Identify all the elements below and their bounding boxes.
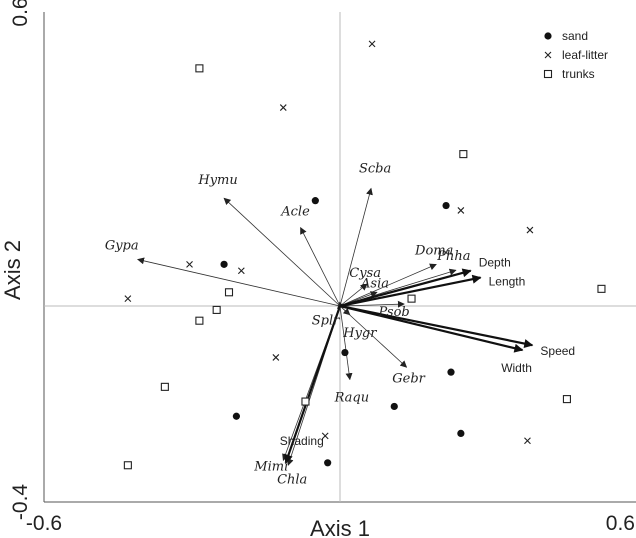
vector-label-hymu: Hymu <box>197 173 237 188</box>
vector-label-psob: Psob <box>378 305 410 320</box>
vector-cysa <box>339 283 368 307</box>
sand-point <box>341 348 349 357</box>
vector-label-length: Length <box>489 275 526 289</box>
leaf-litter-point <box>279 104 287 111</box>
trunks-point <box>407 294 416 303</box>
vector-label-acle: Acle <box>280 205 310 220</box>
leaf-litter-point <box>526 226 534 234</box>
vectors-layer <box>137 187 534 466</box>
vector-label-cysa: Cysa <box>349 266 381 281</box>
vector-speed <box>339 304 534 348</box>
trunks-point <box>597 284 606 293</box>
trunks-point <box>160 382 169 391</box>
legend-marker-leaf-litter <box>544 51 552 59</box>
vector-label-speed: Speed <box>540 344 575 358</box>
vector-label-raqu: Raqu <box>334 391 370 406</box>
vector-label-gebr: Gebr <box>392 371 425 386</box>
vector-shading <box>284 305 342 464</box>
vector-label-scba: Scba <box>359 161 391 176</box>
vector-gypa <box>137 257 341 307</box>
vector-gebr <box>339 305 408 368</box>
vector-psob <box>339 300 405 308</box>
legend-label-trunks: trunks <box>562 67 595 81</box>
vector-label-chla: Chla <box>277 472 307 487</box>
legend-label-leaf-litter: leaf-litter <box>562 48 608 62</box>
sand-point <box>457 429 465 437</box>
vector-label-depth: Depth <box>479 256 511 270</box>
trunks-point <box>212 305 221 314</box>
legend: sand leaf-litter trunks <box>543 29 608 81</box>
legend-marker-sand <box>544 32 552 40</box>
vector-label-width: Width <box>501 361 532 375</box>
legend-marker-trunks <box>543 69 553 79</box>
trunks-point <box>562 395 571 404</box>
leaf-litter-point <box>124 295 132 303</box>
leaf-litter-point <box>186 260 193 268</box>
x-tick-label: -0.6 <box>26 512 62 535</box>
trunks-point <box>195 64 204 73</box>
vector-label-phha: Phha <box>436 249 470 264</box>
vector-label-mimi: Mimi <box>253 459 288 474</box>
trunks-point <box>301 397 310 406</box>
vector-label-splr: Splr <box>312 313 340 328</box>
sand-point <box>311 197 319 205</box>
vector-hymu <box>223 197 341 307</box>
trunks-point <box>195 316 204 325</box>
sand-point <box>220 260 228 268</box>
leaf-litter-point <box>524 437 531 445</box>
vector-acle <box>300 226 341 307</box>
leaf-litter-point <box>368 40 376 48</box>
trunks-point <box>459 150 468 159</box>
leaf-litter-point <box>457 207 465 214</box>
y-tick-label: 0.6 <box>9 0 32 27</box>
leaf-litter-point <box>272 354 280 361</box>
leaf-litter-point <box>237 267 245 275</box>
vector-length <box>339 274 482 308</box>
x-tick-label: 0.6 <box>606 512 635 535</box>
legend-label-sand: sand <box>562 29 588 43</box>
x-axis-title: Axis 1 <box>310 516 370 538</box>
sand-point <box>442 201 450 210</box>
vector-label-doma: Doma <box>414 243 453 258</box>
vector-label-hygr: Hygr <box>342 326 377 341</box>
vector-label-asia: Asia <box>360 276 389 291</box>
vector-raqu <box>339 305 353 381</box>
sand-point <box>232 412 240 420</box>
y-axis-title: Axis 2 <box>0 240 25 300</box>
vector-doma <box>339 263 437 307</box>
sand-point <box>447 368 455 376</box>
vector-width <box>339 304 524 353</box>
vector-label-shading: Shading <box>280 434 324 448</box>
vector-scba <box>339 187 373 307</box>
points-layer <box>123 40 606 470</box>
sand-point <box>324 459 332 467</box>
y-tick-label: -0.4 <box>9 484 32 521</box>
vector-depth <box>339 268 472 308</box>
vector-label-gypa: Gypa <box>105 238 139 253</box>
leaf-litter-point <box>321 432 329 440</box>
trunks-point <box>123 461 132 470</box>
trunks-point <box>224 288 234 297</box>
sand-point <box>390 402 398 411</box>
